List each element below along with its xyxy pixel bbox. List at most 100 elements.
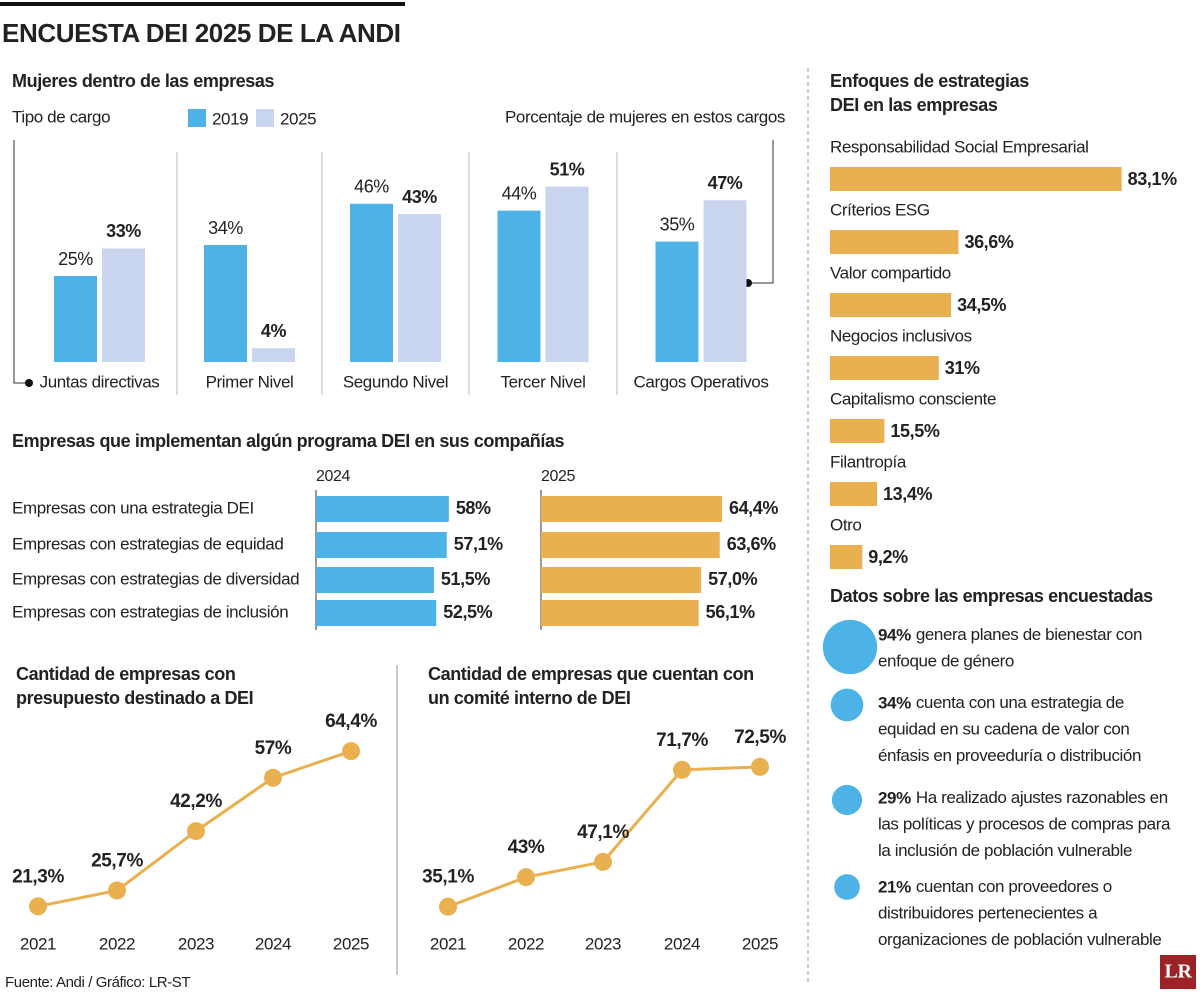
- point: [517, 868, 535, 887]
- bar: [830, 230, 959, 254]
- bubble: [822, 619, 878, 675]
- bar: [830, 545, 863, 569]
- text-line: genera planes de bienestar con: [916, 625, 1147, 644]
- category-label: Cargos Operativos: [634, 372, 769, 391]
- point: [751, 757, 769, 776]
- source: Fuente: Andi / Gráfico: LR-ST: [5, 974, 190, 991]
- bar: [350, 203, 393, 362]
- point: [187, 822, 205, 841]
- value-label: 83,1%: [1128, 169, 1177, 189]
- category-label: Empresas con estrategias de equidad: [12, 534, 283, 553]
- value-label: 47%: [708, 173, 743, 193]
- value-label: 64,4%: [325, 711, 377, 732]
- bar: [830, 419, 885, 443]
- bar: [316, 567, 434, 593]
- category-label: Empresas con una estrategia DEI: [12, 498, 254, 517]
- text-line: la inclusión de población vulnerable: [878, 841, 1132, 860]
- panel-header: 2025: [541, 468, 575, 485]
- legend-label: 2019: [212, 109, 248, 128]
- value-label: 52,5%: [443, 602, 492, 622]
- description: cuentan con proveedores o distribuidores…: [878, 877, 1161, 949]
- value-label: 51%: [550, 159, 585, 179]
- annotation: Porcentaje de mujeres en estos cargos: [505, 107, 785, 126]
- point: [29, 897, 47, 916]
- chart-title: Cantidad de empresas que cuentan con un …: [428, 664, 758, 708]
- value-label: 15,5%: [890, 421, 939, 441]
- text-line: Enfoques de estrategias: [830, 71, 1033, 91]
- bar: [830, 356, 939, 380]
- text-line: distribuidores pertenecientes a: [878, 904, 1101, 923]
- bubble: [834, 874, 860, 900]
- value-label: 47,1%: [577, 822, 629, 843]
- x-tick-label: 2023: [585, 934, 621, 953]
- text-line: DEI en las empresas: [830, 95, 998, 115]
- value-label: 43%: [402, 187, 437, 207]
- category-label: Segundo Nivel: [343, 372, 448, 391]
- chart-title: Mujeres dentro de las empresas: [12, 71, 275, 91]
- value-label: 21%: [878, 877, 911, 896]
- value-label: 25%: [58, 249, 93, 269]
- text-line: Cantidad de empresas que cuentan con: [428, 664, 758, 684]
- category-label: Valor compartido: [830, 263, 951, 282]
- chart-title: Enfoques de estrategias DEI en las empre…: [830, 71, 1033, 115]
- value-label: 21,3%: [12, 866, 64, 887]
- value-label: 33%: [106, 221, 141, 241]
- bar: [252, 348, 295, 362]
- main-title: ENCUESTA DEI 2025 DE LA ANDI: [2, 18, 401, 48]
- point: [673, 760, 691, 779]
- connector: [749, 140, 774, 284]
- point: [108, 881, 126, 900]
- value-label: 71,7%: [656, 730, 708, 751]
- point: [342, 742, 360, 761]
- value-label: 4%: [261, 321, 287, 341]
- value-label: 31%: [945, 358, 980, 378]
- value-label: 13,4%: [883, 484, 932, 504]
- value-label: 44%: [502, 183, 537, 203]
- connector: [13, 140, 28, 384]
- text-line: enfoque de género: [878, 652, 1014, 671]
- description: genera planes de bienestar con enfoque d…: [878, 625, 1146, 671]
- panel-header: 2024: [316, 468, 350, 485]
- logo: LR: [1165, 961, 1193, 983]
- x-tick-label: 2022: [99, 934, 135, 953]
- text-line: énfasis en proveeduría o distribución: [878, 746, 1141, 765]
- point: [264, 768, 282, 787]
- value-label: 63,6%: [727, 534, 776, 554]
- value-label: 57%: [255, 738, 292, 759]
- bar: [655, 241, 699, 362]
- value-label: 72,5%: [734, 727, 786, 748]
- category-label: Primer Nivel: [206, 372, 294, 391]
- value-label: 51,5%: [441, 569, 490, 589]
- value-label: 42,2%: [170, 791, 222, 812]
- point: [594, 852, 612, 871]
- bar: [497, 210, 541, 362]
- bar: [54, 276, 97, 362]
- value-label: 36,6%: [964, 232, 1013, 252]
- value-label: 64,4%: [729, 498, 778, 518]
- bar: [102, 248, 145, 362]
- value-label: 35,1%: [422, 867, 474, 888]
- legend-swatch: [188, 109, 206, 127]
- axis-label: Tipo de cargo: [12, 107, 110, 126]
- text-line: cuentan con proveedores o: [916, 877, 1116, 896]
- value-label: 34,5%: [957, 295, 1006, 315]
- value-label: 57,1%: [454, 534, 503, 554]
- category-label: Tercer Nivel: [501, 372, 586, 391]
- x-tick-label: 2024: [255, 934, 291, 953]
- bar: [830, 482, 878, 506]
- description: cuenta con una estrategia de equidad en …: [878, 693, 1141, 765]
- text-line: las políticas y procesos de compras para: [878, 815, 1174, 834]
- x-tick-label: 2021: [430, 934, 466, 953]
- bar: [830, 293, 952, 317]
- bar: [703, 200, 747, 362]
- bar: [545, 186, 589, 362]
- description: Ha realizado ajustes razonables en las p…: [878, 788, 1174, 860]
- x-tick-label: 2021: [20, 934, 56, 953]
- text-line: cuenta con una estrategia de: [916, 693, 1128, 712]
- x-tick-label: 2025: [742, 934, 778, 953]
- value-label: 57,0%: [708, 569, 757, 589]
- value-label: 94%: [878, 625, 911, 644]
- legend-swatch: [256, 109, 274, 127]
- top-rule: [0, 2, 405, 6]
